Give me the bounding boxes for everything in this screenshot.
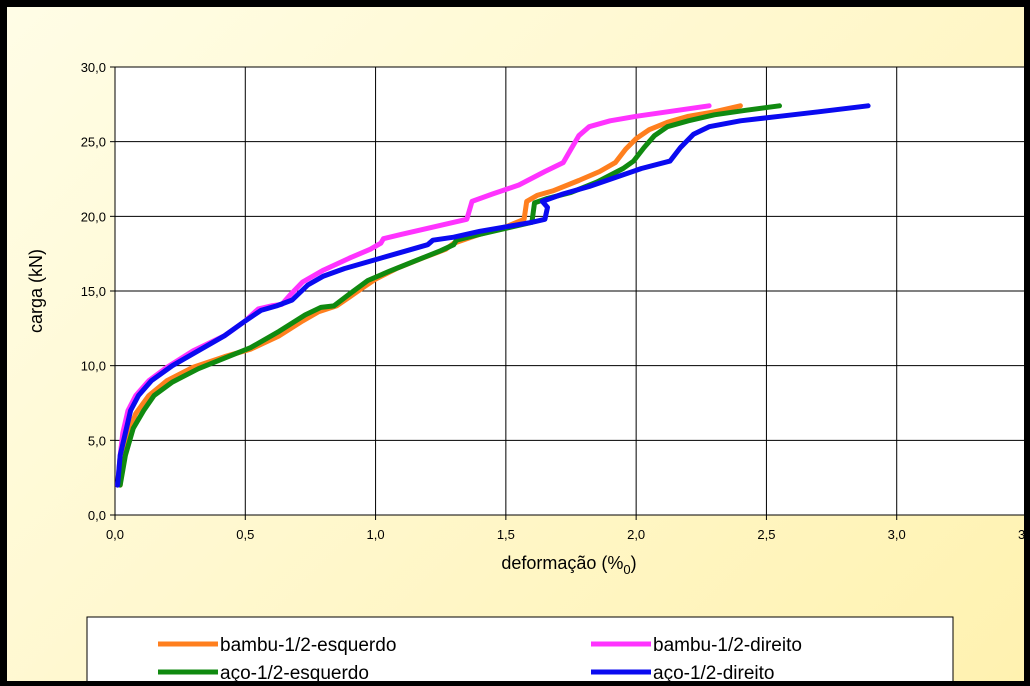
- x-tick-label: 2,5: [757, 527, 775, 542]
- x-tick-label: 0,0: [106, 527, 124, 542]
- x-axis-label: deformação (%0): [501, 553, 636, 577]
- legend: bambu-1/2-esquerdo bambu-1/2-direito aço-1…: [86, 616, 954, 686]
- legend-label: aço-1/2-esquerdo: [220, 663, 369, 681]
- series-line-3: [117, 103, 782, 488]
- x-tick-label: 2,0: [627, 527, 645, 542]
- y-tick-label: 15,0: [81, 284, 106, 299]
- line-chart: 0,0 0,5 1,0 1,5 2,0 2,5 3,0 3,5 0,0 5,0 10,0 15,0 20…: [26, 60, 1030, 686]
- y-tick-label: 20,0: [81, 209, 106, 224]
- x-tick-label: 3,5: [1018, 527, 1024, 542]
- y-tick-label: 25,0: [81, 135, 106, 150]
- x-tick-label: 1,5: [497, 527, 515, 542]
- legend-box: [86, 616, 954, 686]
- y-tick-label: 0,0: [88, 508, 106, 523]
- y-tick-label: 10,0: [81, 359, 106, 374]
- y-tick-label: 5,0: [88, 433, 106, 448]
- legend-label: bambu-1/2-esquerdo: [220, 635, 396, 656]
- y-tick-label: 30,0: [81, 60, 106, 75]
- y-axis-label: carga (kN): [26, 249, 46, 333]
- x-tick-label: 1,0: [367, 527, 385, 542]
- x-tick-label: 3,0: [888, 527, 906, 542]
- legend-label: aço-1/2-direito: [653, 663, 774, 681]
- series-line-4: [115, 103, 871, 488]
- x-tick-label: 0,5: [236, 527, 254, 542]
- chart-area: 0,0 0,5 1,0 1,5 2,0 2,5 3,0 3,5 0,0 5,0 10,0 15,0 20…: [7, 7, 1030, 686]
- legend-label: bambu-1/2-direito: [653, 635, 802, 656]
